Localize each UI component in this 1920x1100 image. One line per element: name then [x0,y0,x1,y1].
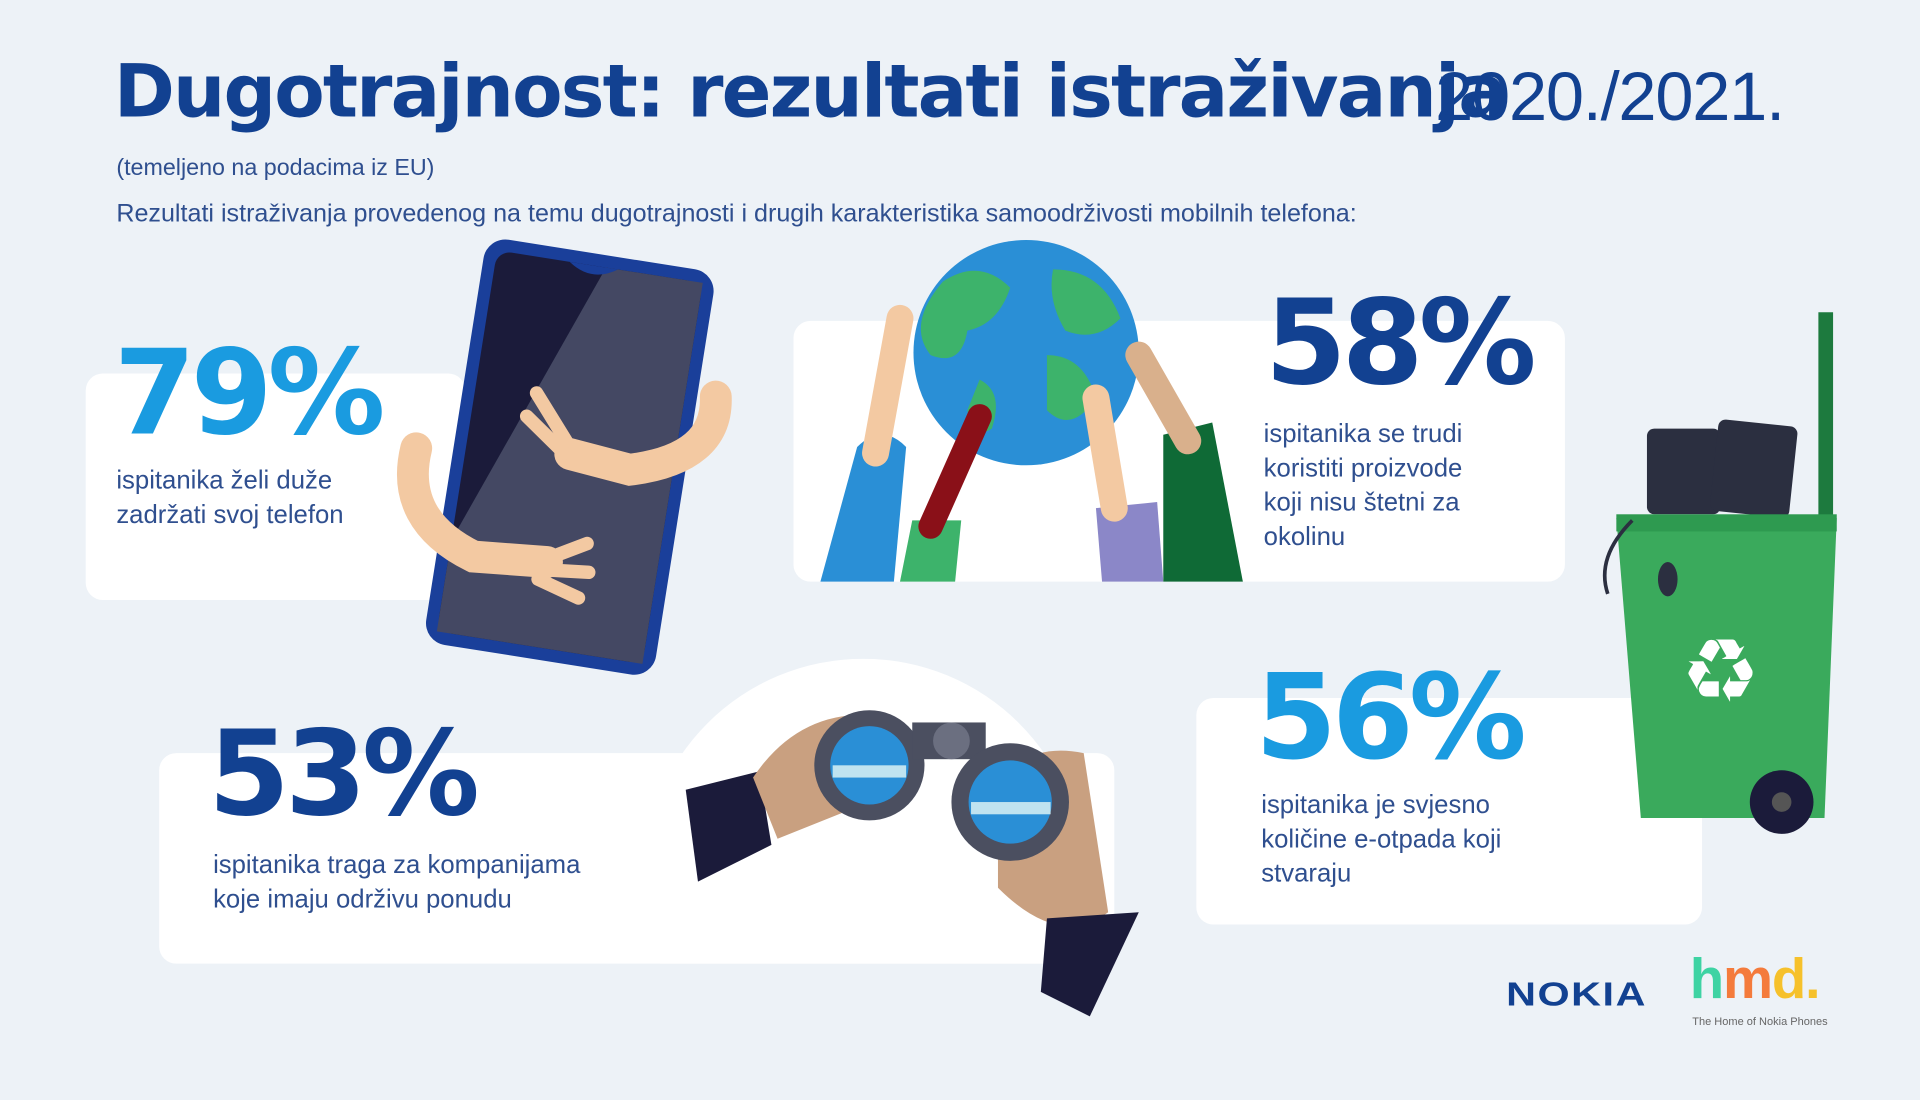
stat-text-53: ispitanika traga za kompanijama koje ima… [213,851,581,914]
stat-value-58: 58% [1264,274,1537,412]
stat-card-56 [1196,697,1703,925]
source-note: (temeljeno na podacima iz EU) [116,155,435,182]
binoculars-icon [685,710,1139,1017]
hands-holding-globe-icon [820,240,1243,582]
stat-value-53: 53% [208,705,480,843]
page-title: Dugotrajnost: rezultati istraživanja [113,48,1508,135]
hugged-phone-icon [397,239,732,675]
recycle-bin-icon: ♻ [1602,312,1837,834]
hmd-tagline: The Home of Nokia Phones [1692,1015,1828,1028]
svg-text:♻: ♻ [1681,620,1760,723]
hmd-logo: hmd. [1689,946,1821,1011]
nokia-logo: NOKIA [1506,975,1647,1013]
year-label: 2020./2021. [1435,57,1785,135]
stat-text-58: ispitanika se trudi koristiti proizvode … [1263,420,1463,552]
stat-text-79: ispitanika želi duže zadržati svoj telef… [116,466,344,529]
stat-value-79: 79% [113,324,386,462]
stat-value-56: 56% [1255,648,1527,787]
stat-text-56: ispitanika je svjesno količine e-otpada … [1261,791,1502,888]
intro-text: Rezultati istraživanja provedenog na tem… [116,199,1357,228]
